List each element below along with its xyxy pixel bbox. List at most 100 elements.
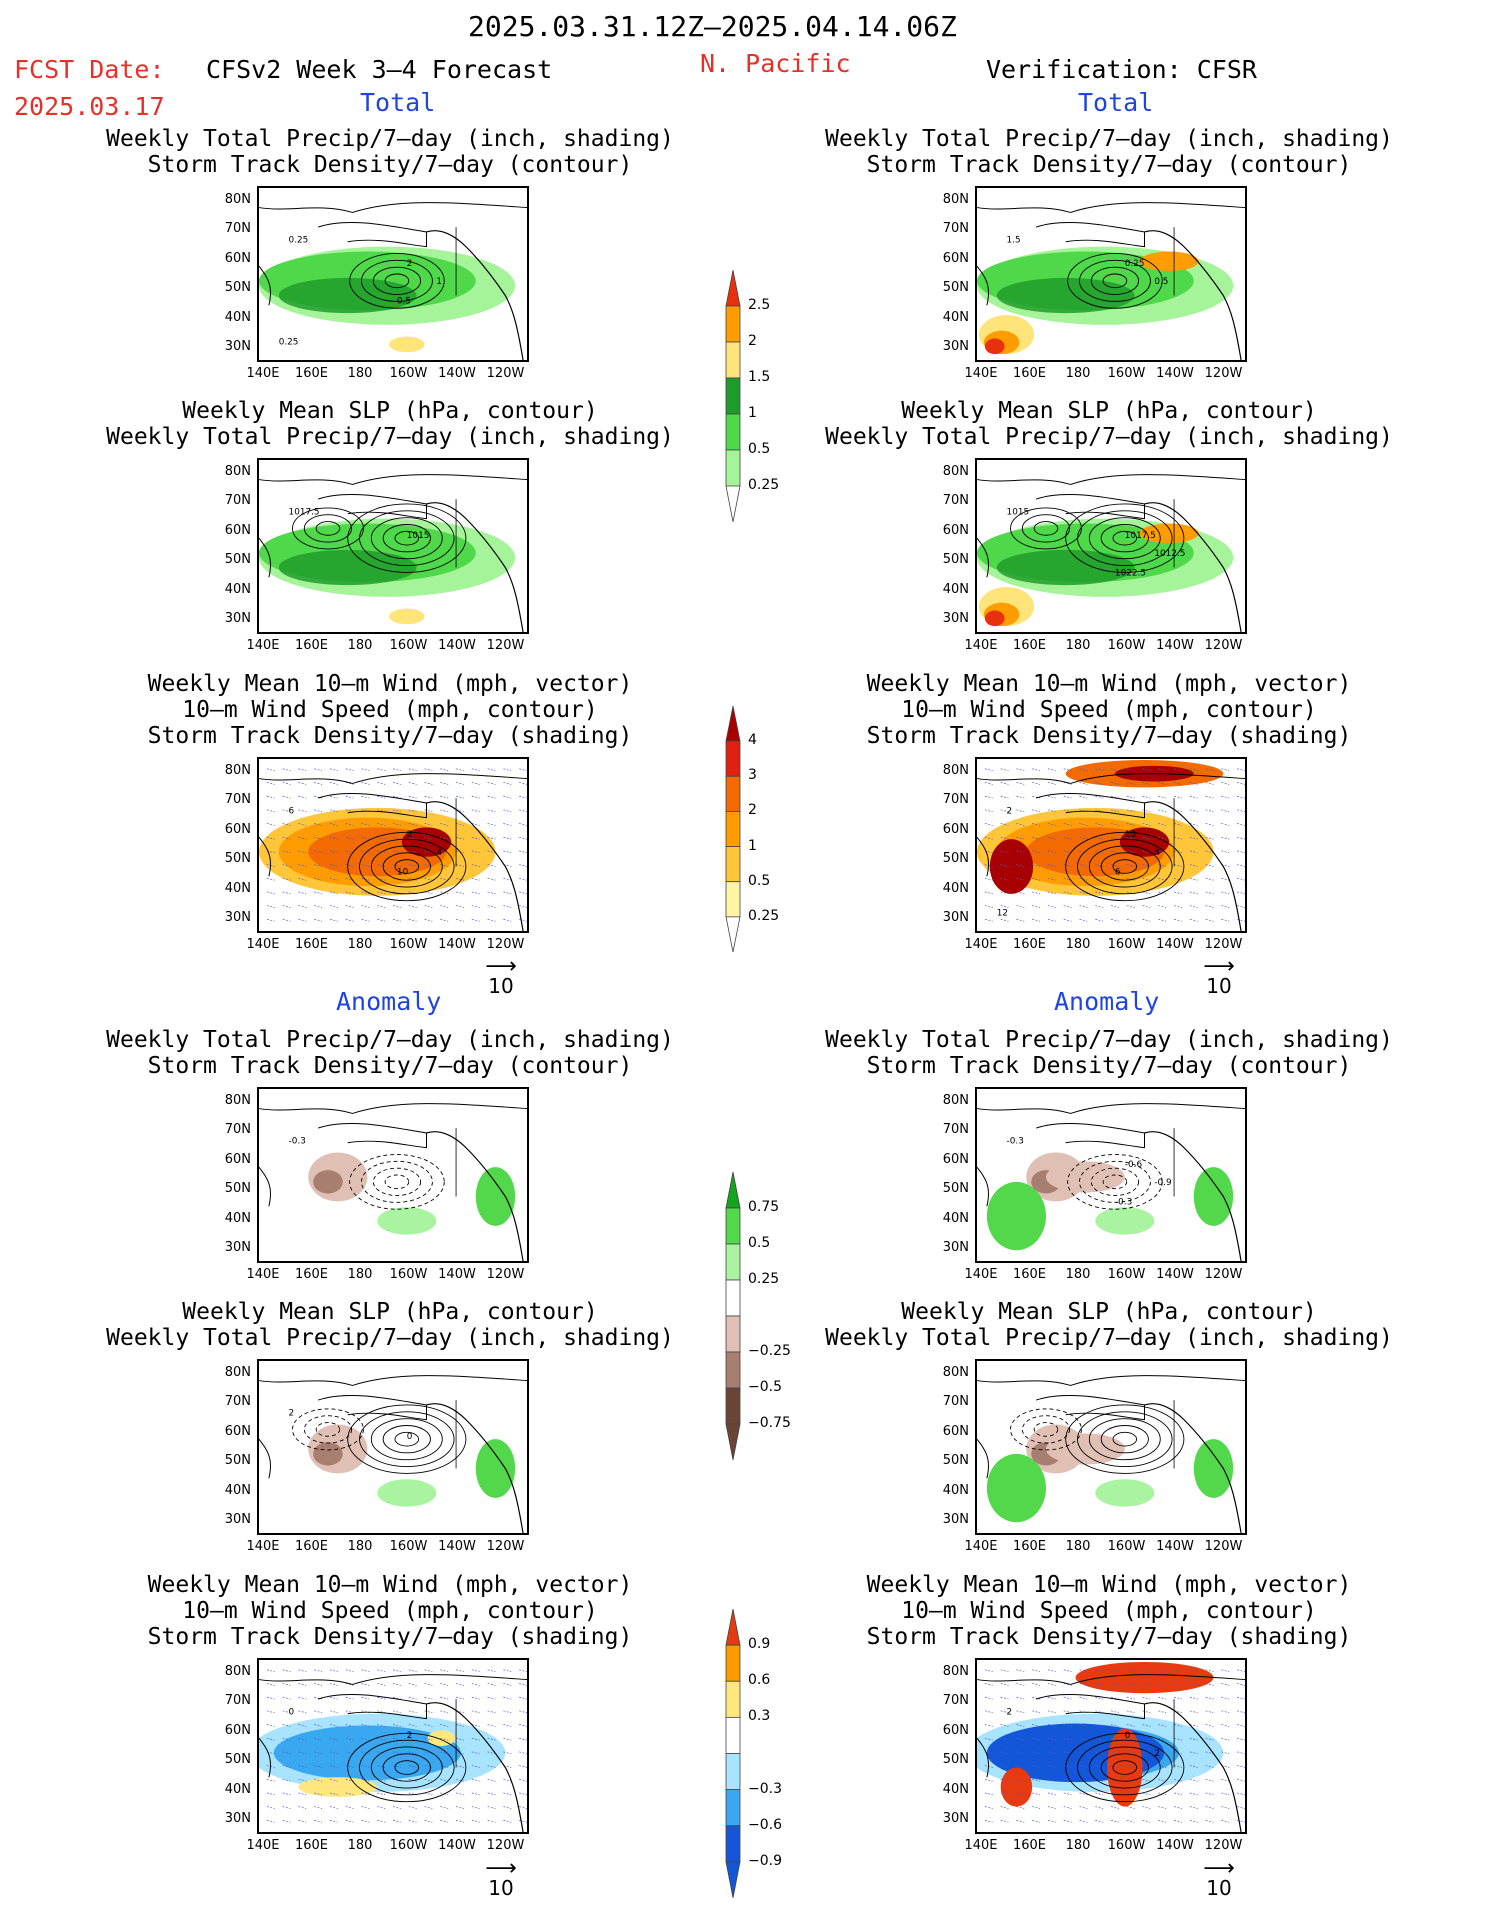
arrow-right-icon: ⟶ xyxy=(1203,1856,1235,1881)
lon-label: 160W xyxy=(389,1267,428,1282)
panel-title-line: Storm Track Density/7–day (contour) xyxy=(866,1053,1352,1079)
lat-label: 30N xyxy=(942,1240,969,1255)
coastline xyxy=(1144,801,1242,931)
map-ob_anom_precip: -0.3 -0.6 -0.9 -0.3 xyxy=(975,1087,1247,1263)
lon-label: 120W xyxy=(486,1838,525,1853)
slp-contour xyxy=(382,524,431,553)
colorbar-top-triangle xyxy=(725,1609,741,1646)
precip-pos-anom xyxy=(1095,1207,1155,1235)
wind-speed-contour xyxy=(1088,845,1161,888)
panel-title-line: Storm Track Density/7–day (contour) xyxy=(866,152,1352,178)
contour-label: 0.25 xyxy=(279,337,299,347)
lat-label: 60N xyxy=(224,522,251,538)
panel-title-line: Weekly Total Precip/7–day (inch, shading… xyxy=(825,1027,1393,1053)
wind-speed-contour xyxy=(1112,1760,1138,1775)
panel-title: Weekly Total Precip/7–day (inch, shading… xyxy=(60,1027,720,1079)
panel-title: Weekly Total Precip/7–day (inch, shading… xyxy=(60,126,720,178)
lat-label: 60N xyxy=(224,1722,251,1738)
contour-label: 6 xyxy=(289,807,295,817)
lat-label: 70N xyxy=(942,221,969,237)
lon-label: 180 xyxy=(347,937,373,952)
contour-label: 0 xyxy=(289,1708,295,1718)
alaska-coast xyxy=(1035,1694,1145,1720)
lon-label: 120W xyxy=(486,1539,525,1554)
lon-label: 140E xyxy=(246,1267,280,1282)
arctic-coast xyxy=(977,202,1245,213)
slp-contour xyxy=(347,1404,467,1474)
lat-label: 80N xyxy=(942,464,969,479)
lon-label: 180 xyxy=(1065,1267,1091,1282)
lat-label: 50N xyxy=(942,1752,969,1768)
colorbar-segment xyxy=(725,846,741,883)
colorbar-label: 1 xyxy=(748,405,757,421)
arctic-coast xyxy=(259,1103,527,1114)
map-canvas: 2 10 4 6 12 xyxy=(977,759,1245,931)
contour-label: 1017.5 xyxy=(289,508,320,518)
storm-track-contour xyxy=(384,273,410,289)
wind-speed-contour xyxy=(1088,1746,1161,1789)
panel-title: Weekly Mean 10–m Wind (mph, vector) 10–m … xyxy=(779,1572,1439,1650)
lat-label: 40N xyxy=(224,1482,251,1498)
colorbar-label: 0.5 xyxy=(748,441,771,457)
asia-coast xyxy=(977,1737,989,1778)
storm-track-contour xyxy=(1079,259,1151,302)
lat-label: 40N xyxy=(942,880,969,896)
arrow-right-icon: ⟶ xyxy=(485,1856,517,1881)
lat-label: 80N xyxy=(942,192,969,207)
lat-label: 80N xyxy=(942,1093,969,1108)
colorbar-segment xyxy=(725,1387,741,1425)
lon-label: 160E xyxy=(1012,1838,1047,1853)
model-title: CFSv2 Week 3–4 Forecast xyxy=(206,55,553,84)
lon-label: 180 xyxy=(347,1539,373,1554)
panel-title-line: Storm Track Density/7–day (contour) xyxy=(147,152,633,178)
panel-title-line: Weekly Mean 10–m Wind (mph, vector) xyxy=(866,671,1352,697)
arctic-coast xyxy=(259,1674,527,1685)
map-fc_anom_precip: -0.3 xyxy=(257,1087,529,1263)
lat-label: 60N xyxy=(224,250,251,266)
lon-label: 120W xyxy=(1204,638,1243,653)
asia-coast xyxy=(977,537,989,578)
lat-label: 40N xyxy=(942,581,969,597)
slp-contour-west xyxy=(315,521,341,536)
colorbar-label: 0.5 xyxy=(748,872,771,889)
date-range: 2025.03.31.12Z–2025.04.14.06Z xyxy=(468,10,957,43)
colorbar-segment xyxy=(725,449,741,487)
colorbar-label: 0.3 xyxy=(748,1708,771,1725)
storm-max-shading xyxy=(1119,827,1170,857)
colorbar-label: 2.5 xyxy=(748,297,771,313)
lon-label: 180 xyxy=(1065,366,1091,381)
precip-pos-anom xyxy=(1095,1479,1155,1507)
panel-title-line: Weekly Mean SLP (hPa, contour) xyxy=(901,1299,1317,1325)
lat-label: 30N xyxy=(224,1512,251,1527)
slp-contour-west xyxy=(1033,521,1059,536)
anomaly-label-left: Anomaly xyxy=(336,987,442,1016)
lon-label: 120W xyxy=(1204,1539,1243,1554)
vector-ref-ob-anom: ⟶ 10 xyxy=(1189,1856,1249,1901)
colorbar-label: 3 xyxy=(748,767,757,784)
map-canvas: 02 xyxy=(259,1669,527,1832)
contour-label: -0.3 xyxy=(1115,1197,1132,1207)
panel-title-line: Weekly Mean 10–m Wind (mph, vector) xyxy=(147,1572,633,1598)
panel-title-line: Weekly Total Precip/7–day (inch, shading… xyxy=(825,126,1393,152)
slp-contour xyxy=(347,503,467,573)
map-canvas: 1017.5 1015 xyxy=(259,474,527,632)
lon-label: 160E xyxy=(1012,366,1047,381)
lat-label: 40N xyxy=(942,1210,969,1226)
contour-label: 0.5 xyxy=(1154,277,1168,287)
panel-title: Weekly Mean SLP (hPa, contour) Weekly Tot… xyxy=(779,398,1439,450)
panel-title-line: Storm Track Density/7–day (contour) xyxy=(147,1053,633,1079)
contour-label: -0.6 xyxy=(1125,1160,1143,1170)
storm-track-contour xyxy=(1090,266,1140,295)
lon-label: 160E xyxy=(294,937,329,952)
lon-label: 180 xyxy=(1065,638,1091,653)
colorbar-bottom-open xyxy=(725,916,741,952)
lat-label: 80N xyxy=(224,1664,251,1679)
alaska-coast xyxy=(317,1123,427,1149)
arctic-coast xyxy=(977,1674,1245,1685)
precip-max-shading xyxy=(984,610,1005,627)
map-canvas: 0.25 2 1 0.5 0.25 xyxy=(259,202,527,360)
colorbar-svg xyxy=(725,1172,741,1460)
alaska-coast xyxy=(317,494,427,520)
colorbar-segment xyxy=(725,1207,741,1245)
